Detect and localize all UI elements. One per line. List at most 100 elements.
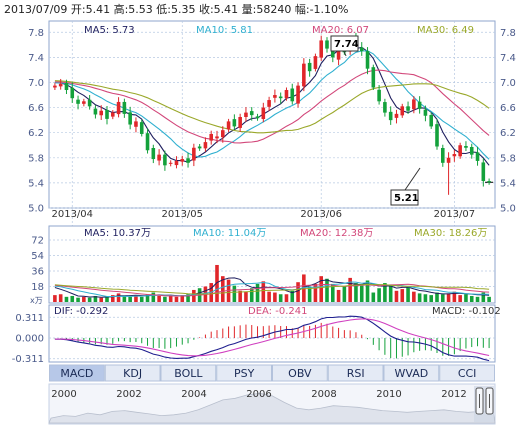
tab-macd[interactable]: MACD [49, 364, 105, 382]
volume-bar-down [76, 297, 80, 302]
period-high-callout: 7.74 [330, 35, 359, 57]
candle-down [87, 99, 92, 107]
candle-up [157, 154, 161, 161]
candle-down [128, 112, 132, 125]
price-tick-right: 6.6 [500, 103, 516, 114]
candle-up [82, 101, 86, 104]
volume-bar-up [215, 264, 219, 302]
volume-bar-up [134, 295, 138, 302]
price-tick-left: 6.2 [28, 128, 44, 139]
candle-up [336, 48, 341, 60]
tab-psy[interactable]: PSY [216, 364, 272, 382]
tab-wvad[interactable]: WVAD [383, 364, 440, 382]
volume-bar-down [105, 296, 109, 302]
volume-bar-down [87, 297, 92, 302]
candle-down [377, 89, 381, 102]
candle-down [469, 146, 474, 155]
candle-up [261, 107, 266, 120]
tab-background [104, 364, 161, 382]
candle-up [53, 85, 57, 88]
volume-bar-up [319, 276, 324, 302]
volume-bar-down [359, 285, 364, 302]
candle-up [319, 40, 324, 58]
tab-label: PSY [234, 367, 255, 380]
tab-boll[interactable]: BOLL [160, 364, 217, 382]
price-moving-averages [54, 46, 494, 183]
candle-down [481, 162, 486, 182]
candle-down [359, 47, 364, 52]
tab-background [49, 364, 105, 382]
volume-bar-down [365, 280, 370, 302]
candle-down [197, 146, 202, 149]
candle-up [238, 117, 242, 128]
volume-tick: 18 [31, 282, 44, 293]
volume-bar-down [383, 283, 387, 302]
volume-bar-down [93, 295, 98, 302]
volume-bar-down [325, 278, 329, 302]
tab-background [383, 364, 440, 382]
tab-background [439, 364, 495, 382]
candle-down [64, 82, 69, 91]
volume-bar-up [394, 290, 399, 302]
volume-tick: 72 [31, 236, 44, 247]
volume-bar-up [412, 291, 416, 302]
volume-bar-down [186, 294, 190, 302]
ma30-legend: MA30: 6.49 [417, 25, 474, 36]
price-ma20-line [54, 69, 490, 144]
price-tick-left: 7.4 [28, 53, 44, 64]
candle-up [134, 121, 138, 127]
timeline-year-label: 2008 [311, 389, 336, 400]
volume-ma20-line [54, 283, 490, 297]
candle-up [209, 133, 214, 141]
timeline-handle-right[interactable] [485, 387, 494, 415]
volume-bar-down [435, 292, 439, 302]
candle-down [249, 111, 254, 116]
candle-up [452, 154, 457, 157]
tab-background [272, 364, 328, 382]
volume-bar-up [302, 274, 306, 302]
candle-down [76, 99, 80, 104]
volume-bar-down [388, 285, 393, 302]
price-x-axis: 2013/04 2013/05 2013/06 2013/07 [51, 209, 475, 220]
volume-bar-up [261, 281, 266, 302]
tab-obv[interactable]: OBV [272, 364, 328, 382]
timeline-handle-left[interactable] [475, 387, 484, 415]
timeline-navigator: 2000 2002 2004 2006 2008 2010 2012 [48, 383, 496, 425]
volume-bar-down [440, 294, 445, 302]
candle-down [163, 154, 167, 166]
candle-down [139, 122, 144, 134]
volume-bar-down [128, 296, 132, 302]
timeline-years: 2000 2002 2004 2006 2008 2010 2012 [51, 389, 466, 400]
candle-down [93, 108, 98, 115]
candle-up [168, 162, 173, 164]
tab-label: CCI [458, 367, 477, 380]
candle-down [429, 114, 434, 127]
price-x-tick: 2013/05 [161, 209, 203, 220]
volume-tick: 54 [31, 251, 44, 262]
volume-bar-up [82, 296, 86, 302]
volume-bar-down [487, 296, 491, 302]
volume-bar-down [330, 283, 335, 302]
price-tick-left: 5.0 [28, 204, 44, 215]
tab-cci[interactable]: CCI [439, 364, 495, 382]
candle-up [244, 112, 248, 117]
volume-bar-up [99, 297, 104, 302]
volume-bar-up [180, 295, 185, 302]
volume-ma10-line [54, 281, 490, 297]
volume-bar-up [400, 289, 405, 302]
candle-down [122, 101, 127, 114]
candle-up [296, 85, 300, 104]
tab-label: KDJ [123, 367, 142, 380]
candle-up [446, 157, 451, 163]
volume-bar-down [475, 296, 480, 302]
macd-tick: 0.311 [15, 313, 44, 324]
candle-up [394, 113, 399, 118]
tab-rsi[interactable]: RSI [327, 364, 384, 382]
candle-up [203, 142, 208, 149]
volume-bar-down [469, 295, 474, 302]
tab-kdj[interactable]: KDJ [104, 364, 161, 382]
volume-bar-down [307, 286, 312, 302]
vol-ma20-legend: MA20: 12.38万 [300, 228, 373, 239]
macd-tick: 0.000 [15, 334, 44, 345]
volume-bar-down [429, 295, 434, 302]
